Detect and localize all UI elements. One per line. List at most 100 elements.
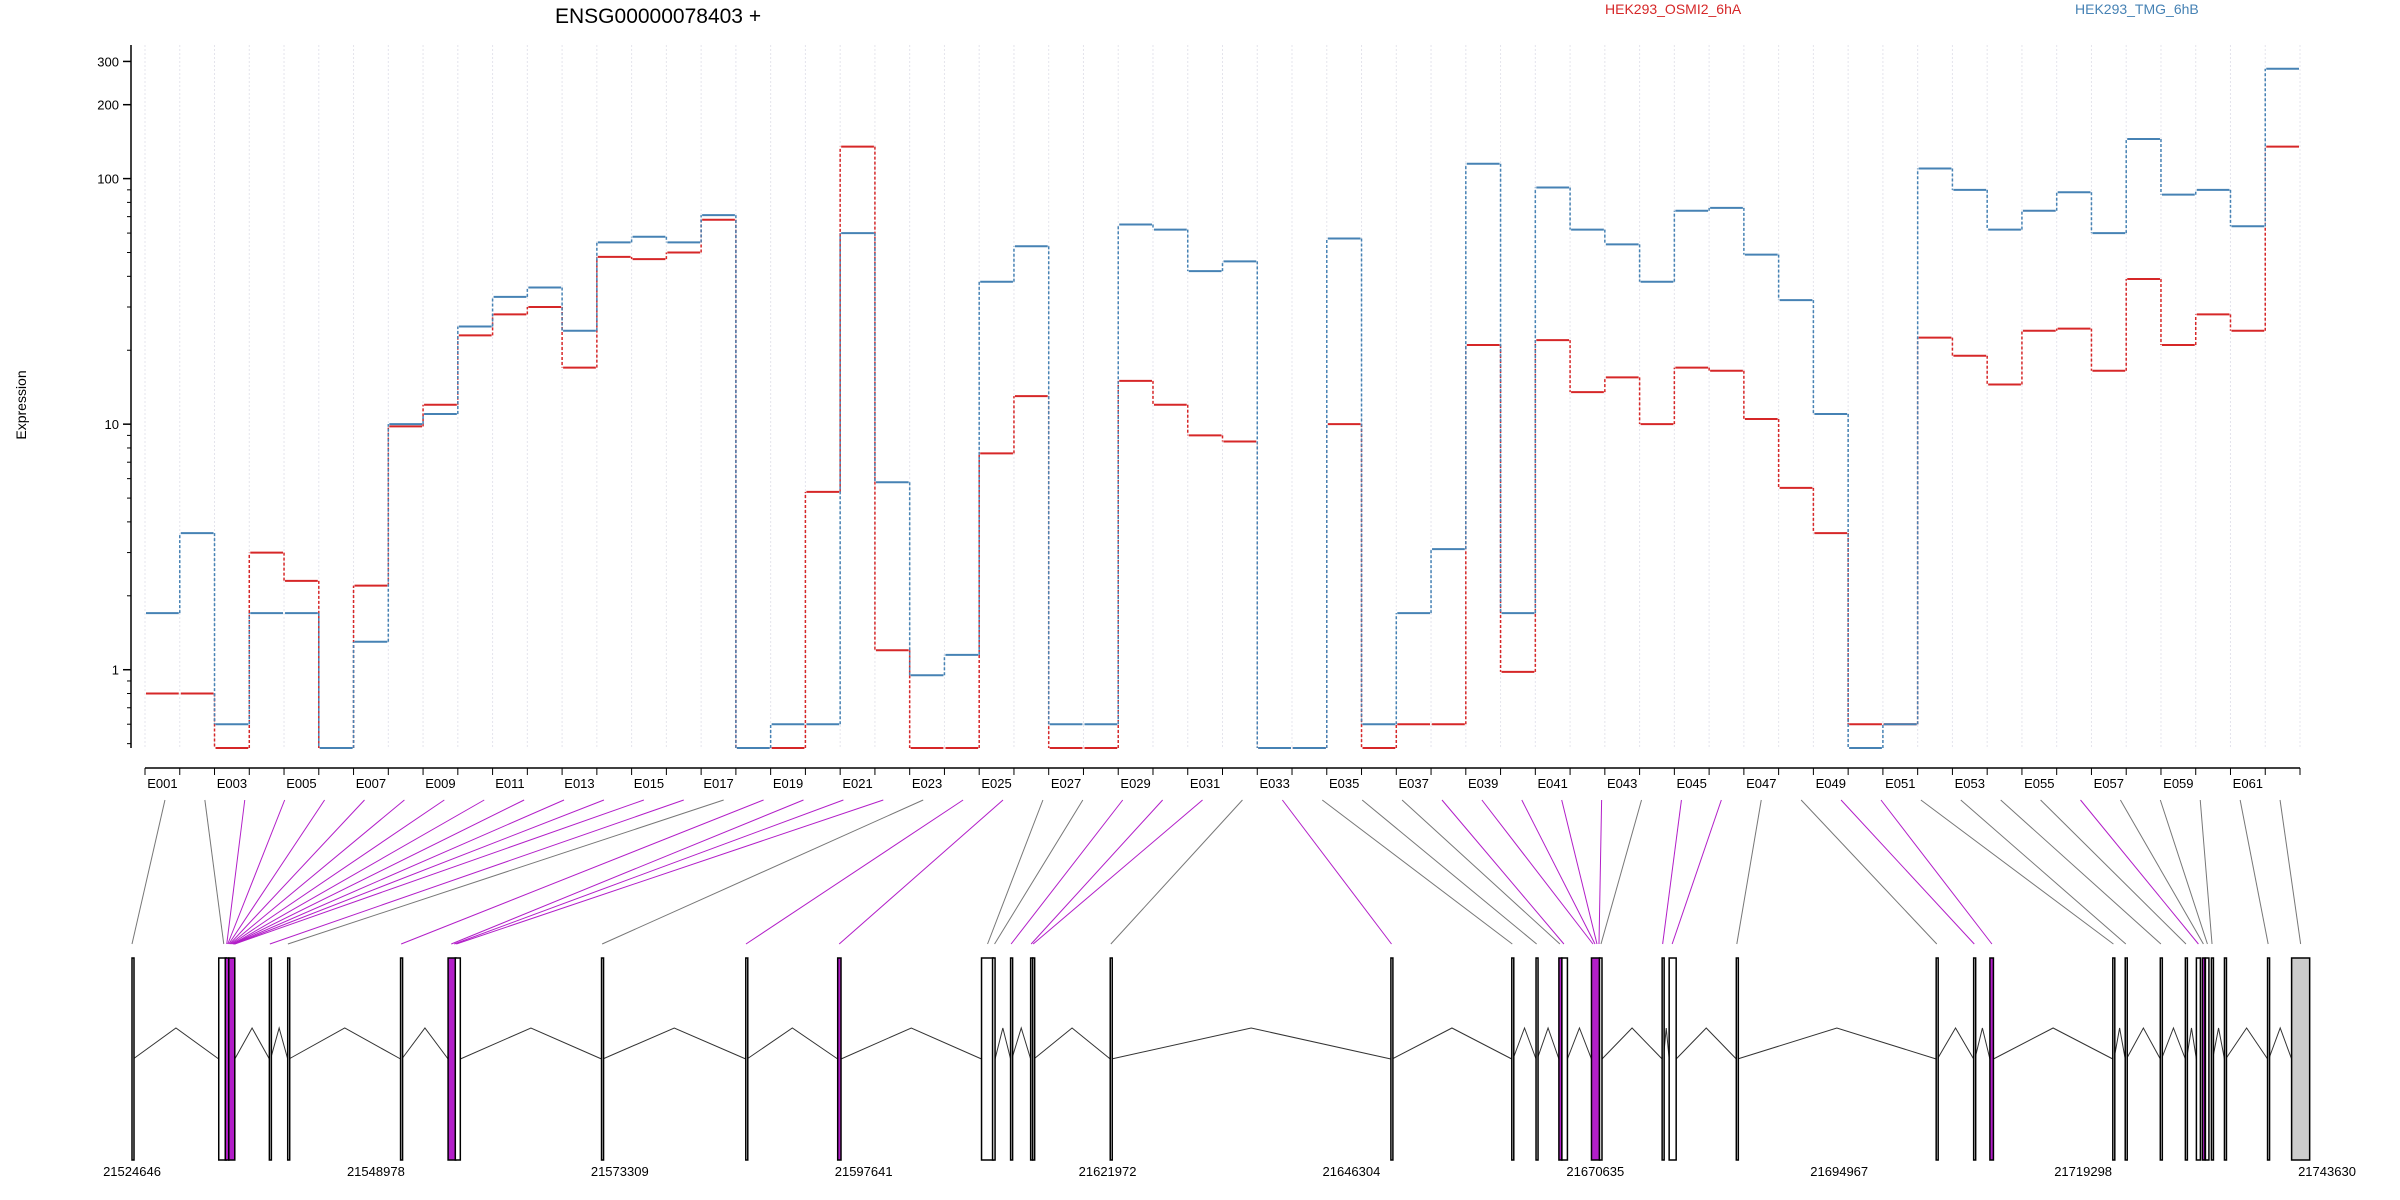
x-tick-label: E061	[2233, 776, 2263, 791]
exon-block	[1590, 957, 1601, 1161]
exon-connector	[269, 799, 684, 945]
exon-connector	[1361, 799, 1537, 945]
x-tick-label: E003	[217, 776, 247, 791]
intron	[1011, 1026, 1032, 1060]
exon-block	[454, 957, 462, 1161]
x-tick-label: E007	[356, 776, 386, 791]
exon-block	[1511, 957, 1515, 1161]
exon-connector	[1481, 799, 1594, 945]
exon-connector	[2199, 799, 2213, 945]
exon-block	[2184, 957, 2189, 1161]
x-axis: E001 E003 E005 E007 E009 E011 E013 E015 E017 E019…	[144, 767, 2301, 791]
y-tick-label: 300	[97, 54, 119, 69]
exon-block	[2266, 957, 2271, 1161]
x-tick-label: E027	[1051, 776, 1081, 791]
exon-block	[1989, 957, 1995, 1161]
intron	[1512, 1026, 1537, 1060]
exon-block	[980, 957, 995, 1161]
exon-connector	[228, 799, 325, 945]
x-tick-label: E029	[1120, 776, 1150, 791]
exon-connector	[1010, 799, 1124, 945]
exon-connector	[1441, 799, 1565, 945]
intron	[2225, 1027, 2268, 1060]
exon-connector	[234, 799, 645, 945]
exon-connector	[1800, 799, 1938, 945]
exon-block	[399, 957, 404, 1161]
genomic-tick-label: 21548978	[347, 1164, 405, 1179]
intron	[2125, 1026, 2161, 1060]
x-tick-label: E051	[1885, 776, 1915, 791]
exon-connector	[1032, 799, 1203, 945]
exon-block	[1598, 957, 1603, 1161]
x-tick-label: E033	[1259, 776, 1289, 791]
x-tick-label: E045	[1677, 776, 1707, 791]
y-tick-label: 100	[97, 172, 119, 187]
y-tick-label: 1	[112, 663, 119, 678]
exon-block	[1535, 957, 1539, 1161]
exon-block	[1390, 957, 1394, 1161]
gene-model	[131, 957, 2311, 1161]
exon-block	[286, 957, 291, 1161]
exon-connector	[2279, 799, 2302, 945]
exon-connector	[231, 799, 445, 945]
intron	[602, 1027, 746, 1060]
exon-connector	[1840, 799, 1975, 945]
exon-connector	[2119, 799, 2204, 945]
legend-item-tmg: HEK293_TMG_6hB	[2075, 1, 2199, 17]
exon-block	[131, 957, 135, 1161]
exon-connector	[451, 799, 804, 945]
exon-block	[1561, 957, 1569, 1161]
exon-block	[228, 957, 236, 1161]
x-tick-label: E005	[286, 776, 316, 791]
x-tick-label: E057	[2094, 776, 2124, 791]
intron	[1974, 1027, 1991, 1060]
x-tick-label: E023	[912, 776, 942, 791]
intron	[2186, 1027, 2197, 1060]
exon-connector	[131, 799, 166, 945]
x-tick-label: E009	[425, 776, 455, 791]
x-tick-label: E019	[773, 776, 803, 791]
x-tick-label: E047	[1746, 776, 1776, 791]
exon-connector	[1110, 799, 1243, 945]
series-lines	[146, 67, 2299, 749]
intron	[460, 1027, 602, 1060]
exon-connector	[1561, 799, 1598, 945]
x-tick-label: E025	[981, 776, 1011, 791]
intron	[1936, 1027, 1975, 1060]
exon-connector	[454, 799, 844, 945]
intron	[1993, 1027, 2114, 1060]
intron	[401, 1027, 449, 1060]
x-tick-label: E017	[703, 776, 733, 791]
x-tick-label: E013	[564, 776, 594, 791]
exon-block	[2159, 957, 2164, 1161]
intron	[994, 1027, 1012, 1060]
exon-block	[2290, 957, 2311, 1161]
x-tick-label: E055	[2024, 776, 2054, 791]
exon-connectors	[131, 799, 2302, 945]
chart-title: ENSG00000078403 +	[555, 5, 761, 28]
intron	[1536, 1026, 1560, 1060]
genomic-tick-label: 21719298	[2054, 1164, 2112, 1179]
intron	[1601, 1027, 1663, 1060]
exon-connector	[2159, 799, 2208, 945]
exon-block	[2223, 957, 2228, 1161]
intron	[2268, 1026, 2293, 1060]
exon-connector	[227, 799, 286, 945]
exon-block	[1031, 957, 1036, 1161]
genomic-tick-label: 21621972	[1079, 1164, 1137, 1179]
x-tick-label: E035	[1329, 776, 1359, 791]
exon-connector	[994, 799, 1084, 945]
exon-block	[2210, 957, 2215, 1161]
intron	[746, 1027, 838, 1060]
exon-connector	[229, 799, 365, 945]
exon-connector	[1521, 799, 1596, 945]
y-tick-label: 200	[97, 98, 119, 113]
intron	[234, 1026, 270, 1060]
exon-connector	[1920, 799, 2114, 945]
intron	[270, 1026, 289, 1060]
exon-connector	[456, 799, 884, 945]
x-tick-label: E021	[842, 776, 872, 791]
series-1	[146, 67, 2299, 749]
exon-connector	[226, 799, 246, 945]
exon-connector	[1671, 799, 1722, 945]
